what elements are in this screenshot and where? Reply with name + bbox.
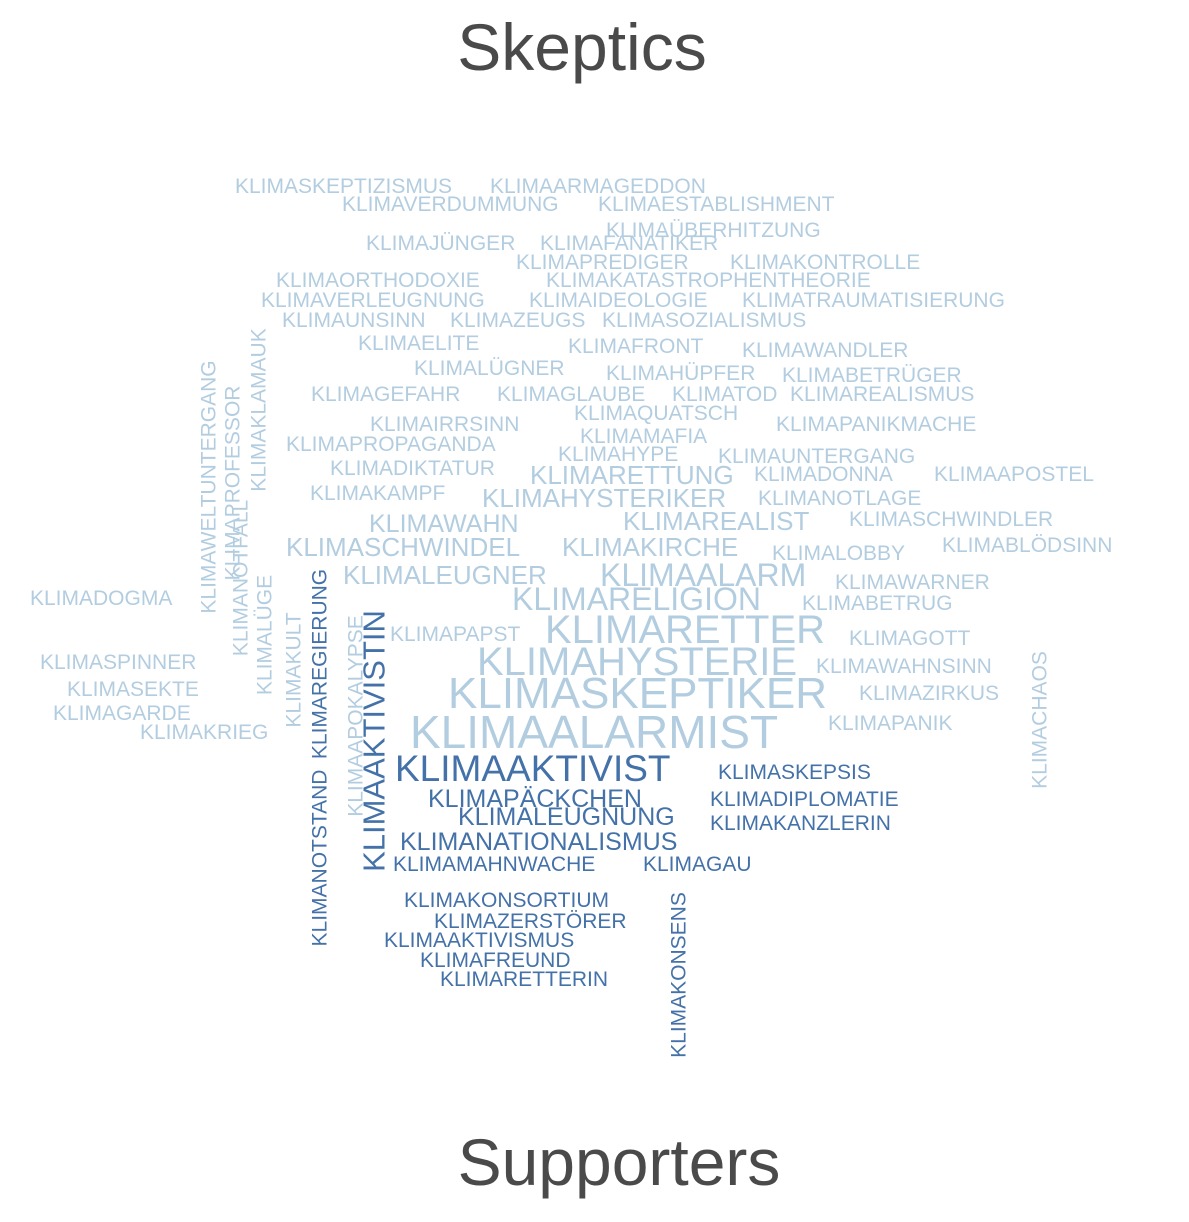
skeptic-word-klimafanatiker: KLIMAFANATIKER [540, 232, 718, 255]
supporter-word-klimamahnwache: KLIMAMAHNWACHE [393, 853, 595, 876]
supporter-word-klimaretterin: KLIMARETTERIN [440, 968, 608, 991]
skeptic-word-klimaalarm: KLIMAALARM [600, 557, 806, 593]
skeptic-word-klimahysterie: KLIMAHYSTERIE [477, 640, 797, 684]
skeptic-word-klimagarde: KLIMAGARDE [53, 702, 191, 725]
skeptic-word-klimaspinner: KLIMASPINNER [40, 651, 196, 674]
skeptic-word-klimakontrolle: KLIMAKONTROLLE [730, 251, 920, 274]
skeptic-word-klimawandler: KLIMAWANDLER [742, 339, 908, 362]
skeptic-word-klimatraumatisierung: KLIMATRAUMATISIERUNG [742, 289, 1005, 312]
skeptic-word-klimanotlage: KLIMANOTLAGE [758, 487, 921, 510]
skeptic-word-klimaestablishment: KLIMAESTABLISHMENT [598, 193, 835, 216]
supporter-word-klimaleugnung: KLIMALEUGNUNG [458, 803, 675, 831]
skeptic-word-klimakatastrophentheorie: KLIMAKATASTROPHENTHEORIE [546, 269, 871, 292]
skeptic-word-klimauntergang: KLIMAUNTERGANG [718, 445, 915, 468]
supporter-word-klimaskepsis: KLIMASKEPSIS [718, 761, 871, 784]
supporter-word-klimakonsortium: KLIMAKONSORTIUM [404, 889, 609, 912]
skeptic-word-klimawahnsinn: KLIMAWAHNSINN [816, 655, 992, 678]
skeptic-word-klimaunsinn: KLIMAUNSINN [282, 309, 426, 332]
skeptic-word-klimawahn: KLIMAWAHN [369, 510, 519, 538]
skeptic-word-klimakirche: KLIMAKIRCHE [562, 532, 738, 562]
skeptic-word-klimaprediger: KLIMAPREDIGER [516, 251, 689, 274]
skeptic-word-klimamafia: KLIMAMAFIA [580, 425, 707, 448]
skeptic-word-klimaskeptizismus: KLIMASKEPTIZISMUS [235, 175, 452, 198]
skeptic-word-klimakult: KLIMAKULT [283, 612, 306, 727]
skeptic-word-klimaluegner: KLIMALÜGNER [414, 357, 565, 380]
skeptic-word-klimaluege: KLIMALÜGE [254, 575, 277, 695]
skeptic-word-klimasozialismus: KLIMASOZIALISMUS [602, 309, 806, 332]
title-skeptics: Skeptics [457, 10, 706, 84]
skeptic-word-klimarettung: KLIMARETTUNG [530, 460, 734, 490]
skeptic-word-klimahuepfer: KLIMAHÜPFER [606, 362, 755, 385]
skeptic-word-klimaarmageddon: KLIMAARMAGEDDON [490, 175, 706, 198]
skeptic-word-klimanotfall: KLIMANOTFALL [230, 500, 253, 656]
skeptic-word-klimadonna: KLIMADONNA [754, 463, 893, 486]
skeptic-word-klimaueberhitzung: KLIMAÜBERHITZUNG [606, 219, 821, 242]
skeptic-word-klimaapostel: KLIMAAPOSTEL [934, 463, 1094, 486]
supporter-word-klimadiplomatie: KLIMADIPLOMATIE [710, 788, 899, 811]
title-supporters: Supporters [458, 1125, 781, 1199]
skeptic-word-klimaschwindler: KLIMASCHWINDLER [849, 508, 1053, 531]
skeptic-word-klimagott: KLIMAGOTT [849, 627, 971, 650]
supporter-word-klimakanzlerin: KLIMAKANZLERIN [710, 812, 891, 835]
skeptic-word-klimaskeptiker: KLIMASKEPTIKER [448, 669, 827, 718]
skeptic-word-klimapapst: KLIMAPAPST [390, 623, 520, 646]
skeptic-word-klimapropaganda: KLIMAPROPAGANDA [286, 433, 496, 456]
skeptic-word-klimaalarmist: KLIMAALARMIST [410, 706, 778, 758]
skeptic-word-klimaleugner: KLIMALEUGNER [343, 560, 547, 590]
skeptic-word-klimarealismus: KLIMAREALISMUS [790, 383, 974, 406]
supporter-word-klimaregierung: KLIMAREGIERUNG [309, 569, 332, 759]
supporter-word-klimaaktivist: KLIMAAKTIVIST [395, 748, 671, 789]
supporter-word-klimakonsens: KLIMAKONSENS [668, 892, 691, 1058]
skeptic-word-klimasekte: KLIMASEKTE [67, 678, 199, 701]
skeptic-word-klimairrsinn: KLIMAIRRSINN [370, 413, 519, 436]
skeptic-word-klimaquatsch: KLIMAQUATSCH [574, 402, 738, 425]
skeptic-word-klimazeugs: KLIMAZEUGS [450, 309, 585, 332]
skeptic-word-klimadiktatur: KLIMADIKTATUR [330, 457, 495, 480]
skeptic-word-klimabloedsinn: KLIMABLÖDSINN [942, 534, 1112, 557]
skeptic-word-klimaelite: KLIMAELITE [358, 332, 479, 355]
skeptic-word-klimaapokalypse: KLIMAAPOKALYPSE [345, 615, 368, 817]
supporter-word-klimazerstoerer: KLIMAZERSTÖRER [434, 910, 627, 933]
skeptic-word-klimaverleugnung: KLIMAVERLEUGNUNG [261, 289, 485, 312]
skeptic-words: KLIMASKEPTIZISMUS KLIMAARMAGEDDONKLIMAVER… [30, 175, 1112, 817]
supporter-word-klimaaktivistin: KLIMAAKTIVISTIN [357, 610, 392, 872]
skeptic-word-klimakampf: KLIMAKAMPF [310, 482, 445, 505]
skeptic-word-klimapanik: KLIMAPANIK [828, 712, 952, 735]
supporter-word-klimanotstand: KLIMANOTSTAND [309, 770, 332, 947]
skeptic-word-klimahype: KLIMAHYPE [558, 443, 678, 466]
skeptic-word-klimachaos: KLIMACHAOS [1029, 651, 1052, 789]
skeptic-word-klimabetrueger: KLIMABETRÜGER [782, 364, 962, 387]
skeptic-word-klimaglaube: KLIMAGLAUBE [497, 383, 645, 406]
supporter-word-klimanationalismus: KLIMANATIONALISMUS [400, 828, 677, 856]
supporter-word-klimafreund: KLIMAFREUND [420, 949, 571, 972]
skeptic-word-klimaweltuntergang: KLIMAWELTUNTERGANG [198, 360, 221, 613]
skeptic-word-klimadogma: KLIMADOGMA [30, 587, 172, 610]
skeptic-word-klimapanikmache: KLIMAPANIKMACHE [776, 413, 976, 436]
supporter-word-klimapaeckchen: KLIMAPÄCKCHEN [428, 785, 642, 813]
skeptic-word-klimaschwindel: KLIMASCHWINDEL [286, 532, 520, 562]
skeptic-word-klimarealist: KLIMAREALIST [623, 506, 810, 536]
skeptic-word-klimagefahr: KLIMAGEFAHR [311, 383, 460, 406]
skeptic-word-klimalobby: KLIMALOBBY [772, 542, 905, 565]
skeptic-word-klimaprofessor: KLIMAPROFESSOR [222, 386, 245, 581]
skeptic-word-klimaorthodoxie: KLIMAORTHODOXIE [276, 269, 480, 292]
supporter-word-klimaaktivismus: KLIMAAKTIVISMUS [384, 929, 574, 952]
skeptic-word-klimaideologie: KLIMAIDEOLOGIE [529, 289, 708, 312]
skeptic-word-klimabetrug: KLIMABETRUG [802, 592, 953, 615]
skeptic-word-klimazirkus: KLIMAZIRKUS [859, 682, 999, 705]
skeptic-word-klimatod: KLIMATOD [672, 383, 777, 406]
skeptic-word-klimafront: KLIMAFRONT [568, 335, 704, 358]
skeptic-word-klimaretter: KLIMARETTER [545, 608, 825, 652]
skeptic-word-klimawarner: KLIMAWARNER [835, 571, 990, 594]
skeptic-word-klimahysteriker: KLIMAHYSTERIKER [482, 483, 726, 513]
skeptic-word-klimaklamauk: KLIMAKLAMAUK [248, 328, 271, 491]
skeptic-word-klimakrieg: KLIMAKRIEG [140, 721, 268, 744]
skeptic-word-klimajuenger: KLIMAJÜNGER [366, 232, 515, 255]
supporter-word-klimagau: KLIMAGAU [643, 853, 752, 876]
skeptic-word-klimaverdummung: KLIMAVERDUMMUNG [342, 193, 559, 216]
skeptic-word-klimareligion: KLIMARELIGION [512, 581, 761, 617]
